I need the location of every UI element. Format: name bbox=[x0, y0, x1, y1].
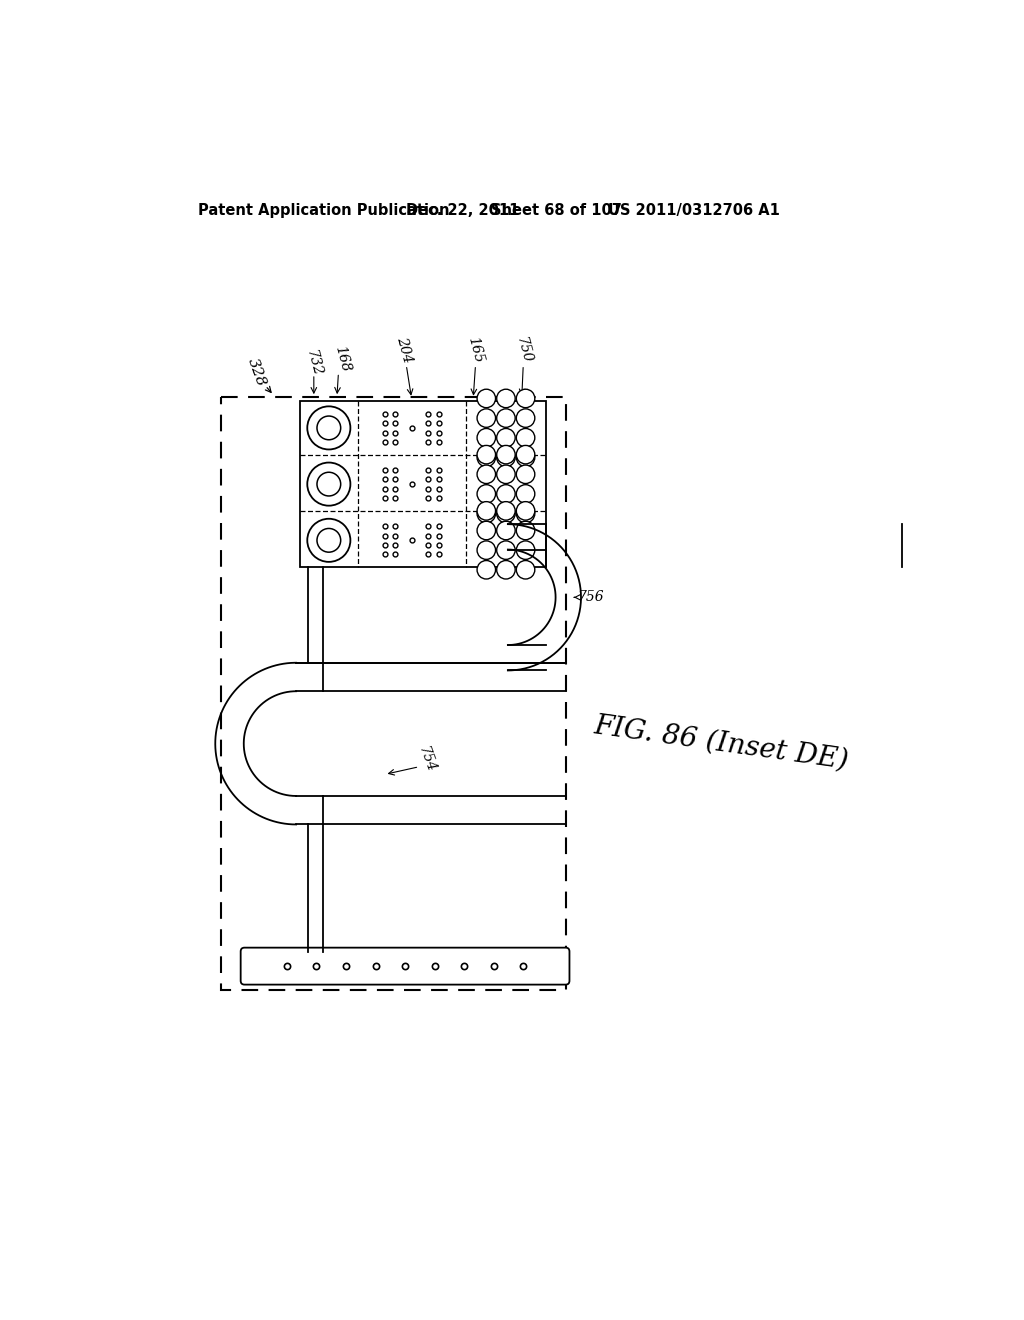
Circle shape bbox=[477, 445, 496, 463]
Circle shape bbox=[477, 561, 496, 579]
Circle shape bbox=[516, 521, 535, 540]
Circle shape bbox=[497, 521, 515, 540]
Circle shape bbox=[477, 484, 496, 503]
Circle shape bbox=[477, 465, 496, 483]
Text: 754: 754 bbox=[416, 744, 438, 774]
Circle shape bbox=[477, 409, 496, 428]
Circle shape bbox=[317, 473, 341, 496]
Circle shape bbox=[497, 409, 515, 428]
Circle shape bbox=[477, 389, 496, 408]
Circle shape bbox=[307, 407, 350, 449]
Text: Dec. 22, 2011: Dec. 22, 2011 bbox=[407, 203, 519, 218]
Text: 165: 165 bbox=[465, 335, 485, 364]
Text: FIG. 86 (Inset DE): FIG. 86 (Inset DE) bbox=[593, 713, 851, 775]
Circle shape bbox=[497, 447, 515, 466]
Circle shape bbox=[516, 447, 535, 466]
Circle shape bbox=[516, 504, 535, 523]
Circle shape bbox=[497, 429, 515, 447]
Text: 756: 756 bbox=[578, 590, 604, 605]
Text: 204: 204 bbox=[393, 335, 414, 364]
Circle shape bbox=[497, 389, 515, 408]
Circle shape bbox=[477, 502, 496, 520]
Circle shape bbox=[477, 541, 496, 560]
Text: Patent Application Publication: Patent Application Publication bbox=[199, 203, 450, 218]
Circle shape bbox=[516, 409, 535, 428]
Circle shape bbox=[516, 389, 535, 408]
FancyBboxPatch shape bbox=[241, 948, 569, 985]
Circle shape bbox=[516, 429, 535, 447]
Circle shape bbox=[497, 445, 515, 463]
Circle shape bbox=[307, 462, 350, 506]
Circle shape bbox=[497, 541, 515, 560]
Text: 750: 750 bbox=[513, 335, 534, 364]
Circle shape bbox=[497, 484, 515, 503]
Circle shape bbox=[516, 541, 535, 560]
Circle shape bbox=[317, 528, 341, 552]
Circle shape bbox=[516, 484, 535, 503]
Bar bbox=[221, 397, 565, 990]
Text: 732: 732 bbox=[303, 347, 324, 378]
Circle shape bbox=[516, 502, 535, 520]
Circle shape bbox=[497, 465, 515, 483]
Circle shape bbox=[497, 502, 515, 520]
Text: US 2011/0312706 A1: US 2011/0312706 A1 bbox=[608, 203, 780, 218]
Bar bbox=[300, 401, 547, 568]
Circle shape bbox=[307, 519, 350, 562]
Circle shape bbox=[477, 429, 496, 447]
Circle shape bbox=[516, 445, 535, 463]
Text: 328: 328 bbox=[246, 356, 268, 388]
Text: Sheet 68 of 107: Sheet 68 of 107 bbox=[490, 203, 622, 218]
Circle shape bbox=[516, 465, 535, 483]
Circle shape bbox=[516, 561, 535, 579]
Circle shape bbox=[497, 504, 515, 523]
Circle shape bbox=[477, 521, 496, 540]
Circle shape bbox=[497, 561, 515, 579]
Circle shape bbox=[477, 447, 496, 466]
Circle shape bbox=[477, 504, 496, 523]
Circle shape bbox=[317, 416, 341, 440]
Text: 168: 168 bbox=[332, 345, 352, 374]
